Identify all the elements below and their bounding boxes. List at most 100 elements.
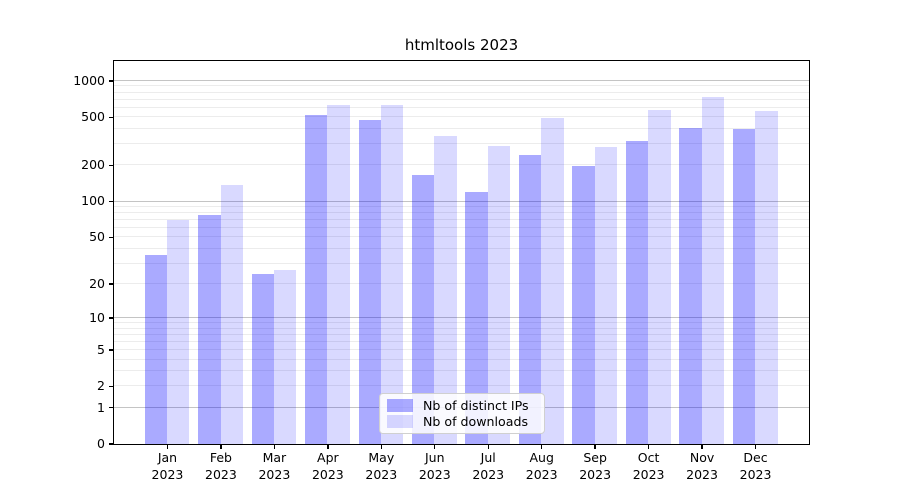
gridline-70 [113, 219, 809, 221]
gridline-60 [113, 227, 809, 229]
legend-label-downloads: Nb of downloads [423, 414, 529, 430]
bar-ips-mar [251, 274, 274, 444]
x-tick-label-feb: Feb 2023 [205, 450, 237, 482]
x-tick-dec [754, 445, 757, 450]
x-tick-feb [220, 445, 222, 450]
gridline-900 [113, 85, 809, 87]
y-tick-50 [108, 236, 113, 239]
x-tick-may [380, 445, 382, 450]
x-tick-label-jul: Jul 2023 [472, 450, 505, 482]
bar-downloads-jul [487, 146, 511, 444]
y-tick-label-1000: 1000 [73, 72, 105, 88]
gridline-100 [113, 200, 809, 202]
y-tick-1 [108, 406, 113, 409]
bar-downloads-apr [327, 104, 350, 444]
gridline-200 [113, 164, 809, 166]
y-tick-label-5: 5 [97, 341, 105, 357]
x-tick-label-jan: Jan 2023 [151, 450, 184, 482]
gridline-400 [113, 128, 809, 130]
gridline-700 [113, 98, 809, 100]
plot-area [112, 59, 810, 445]
gridline-7 [113, 333, 809, 335]
x-tick-jul [487, 445, 489, 450]
y-tick-label-20: 20 [89, 275, 105, 291]
x-tick-oct [647, 445, 650, 450]
legend: Nb of distinct IPs Nb of downloads [379, 393, 545, 434]
y-tick-label-50: 50 [89, 229, 105, 245]
legend-swatch-downloads [387, 415, 413, 429]
x-tick-label-apr: Apr 2023 [311, 450, 344, 482]
x-tick-sep [594, 445, 596, 450]
bar-ips-aug [518, 155, 542, 444]
gridline-10 [113, 317, 809, 319]
bar-downloads-mar [273, 270, 297, 444]
x-tick-label-mar: Mar 2023 [258, 450, 291, 482]
y-tick-5 [108, 349, 113, 351]
y-tick-500 [108, 116, 113, 118]
bar-ips-sep [572, 166, 595, 444]
bar-ips-jan [144, 255, 168, 444]
bar-downloads-oct [648, 109, 671, 444]
y-tick-label-100: 100 [81, 193, 105, 209]
x-tick-aug [540, 445, 543, 450]
gridline-30 [113, 262, 809, 264]
gridline-8 [113, 327, 809, 329]
y-tick-2 [108, 385, 113, 387]
legend-entry-downloads: Nb of downloads [387, 414, 537, 429]
x-tick-jun [434, 445, 436, 450]
bar-ips-feb [198, 215, 221, 444]
y-tick-100 [108, 200, 113, 203]
y-tick-label-0: 0 [97, 436, 105, 451]
y-tick-label-10: 10 [89, 309, 105, 325]
x-tick-label-nov: Nov 2023 [686, 450, 718, 482]
gridline-500 [113, 116, 809, 118]
bar-downloads-nov [701, 96, 725, 444]
bar-downloads-dec [755, 110, 778, 444]
bar-ips-nov [679, 127, 702, 444]
y-tick-20 [108, 283, 113, 285]
gridline-2 [113, 385, 809, 387]
bar-downloads-sep [594, 147, 618, 444]
bar-downloads-aug [541, 117, 564, 444]
gridline-1000 [113, 79, 809, 81]
y-tick-200 [108, 164, 113, 166]
bar-ips-jun [411, 174, 435, 444]
gridline-800 [113, 91, 809, 93]
bar-ips-apr [305, 114, 328, 444]
y-tick-label-200: 200 [81, 157, 105, 173]
bar-ips-dec [732, 128, 756, 444]
gridline-20 [113, 283, 809, 285]
bar-downloads-feb [220, 184, 243, 444]
y-tick-10 [108, 317, 113, 319]
gridline-6 [113, 340, 809, 342]
chart-title: htmltools 2023 [404, 36, 519, 54]
y-tick-0 [108, 443, 113, 445]
bar-downloads-jan [167, 219, 190, 444]
y-tick-label-1: 1 [97, 399, 105, 415]
gridline-40 [113, 247, 809, 249]
x-tick-mar [273, 445, 276, 450]
bar-ips-may [358, 120, 381, 444]
gridline-4 [113, 358, 809, 360]
x-tick-label-oct: Oct 2023 [632, 450, 665, 482]
x-tick-label-jun: Jun 2023 [418, 450, 451, 482]
x-tick-label-sep: Sep 2023 [579, 450, 612, 482]
bar-ips-jul [465, 192, 488, 444]
x-tick-label-may: May 2023 [365, 450, 398, 482]
x-tick-label-aug: Aug 2023 [525, 450, 558, 482]
gridline-600 [113, 106, 809, 108]
legend-label-ips: Nb of distinct IPs [423, 397, 529, 413]
x-tick-nov [701, 445, 703, 450]
x-tick-label-dec: Dec 2023 [739, 450, 772, 482]
legend-swatch-ips [387, 398, 413, 412]
x-tick-apr [327, 445, 329, 450]
y-tick-label-2: 2 [97, 378, 105, 394]
y-tick-1000 [108, 80, 113, 82]
y-tick-label-500: 500 [81, 109, 105, 125]
gridline-300 [113, 143, 809, 145]
gridline-50 [113, 236, 809, 238]
gridline-90 [113, 206, 809, 207]
legend-entry-ips: Nb of distinct IPs [387, 398, 537, 413]
gridline-5 [113, 348, 809, 350]
